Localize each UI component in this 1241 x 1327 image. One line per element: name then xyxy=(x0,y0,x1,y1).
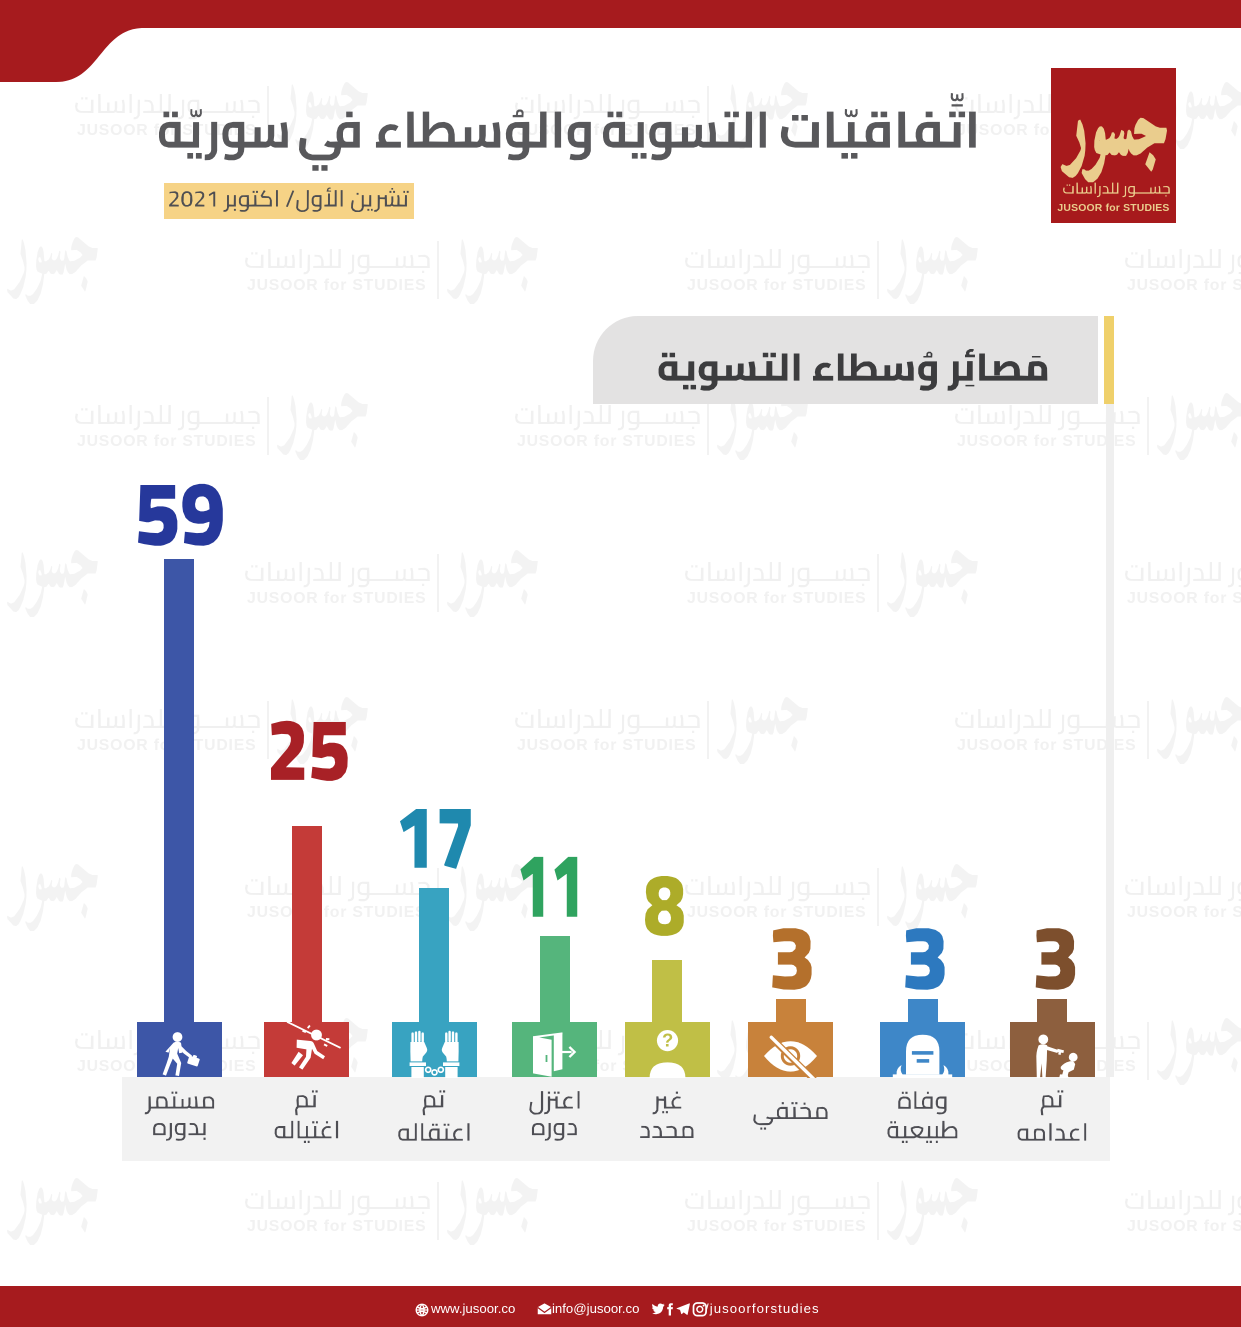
svg-text:?: ? xyxy=(662,1030,673,1051)
